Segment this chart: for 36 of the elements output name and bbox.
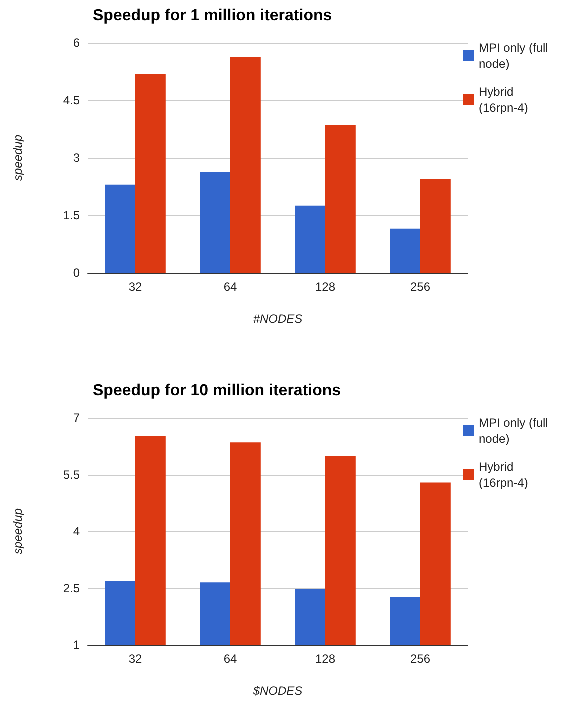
legend-label: MPI only (full node): [479, 41, 552, 71]
legend-label: MPI only (full node): [479, 416, 552, 446]
x-tick-label: 64: [224, 280, 238, 294]
y-tick-label: 1.5: [63, 208, 80, 222]
x-tick-label: 64: [224, 652, 238, 666]
legend-label: Hybrid (16rpn-4): [479, 85, 528, 115]
x-tick-label: 128: [315, 652, 336, 666]
bar: [136, 74, 166, 273]
y-axis-title: speedup: [11, 134, 25, 182]
bar: [105, 184, 136, 273]
bar: [420, 179, 451, 273]
y-tick-label: 5.5: [63, 468, 80, 482]
y-tick-label: 2.5: [63, 581, 80, 596]
bar: [326, 125, 356, 273]
x-tick-label: 32: [128, 280, 142, 294]
x-tick-label: 256: [410, 280, 431, 294]
y-axis-title: speedup: [11, 508, 25, 555]
bar: [295, 206, 326, 273]
bar: [200, 172, 230, 273]
legend-label: Hybrid (16rpn-4): [479, 460, 528, 490]
x-axis-title: #NODES: [253, 312, 303, 326]
y-tick-label: 1: [73, 638, 80, 652]
chart-title: Speedup for 10 million iterations: [93, 382, 342, 400]
y-tick-label: 3: [73, 151, 80, 165]
y-tick-label: 7: [73, 411, 80, 425]
x-tick-label: 32: [128, 652, 142, 666]
y-tick-label: 4.5: [63, 94, 80, 108]
y-tick-label: 4: [73, 524, 80, 538]
x-tick-label: 256: [410, 652, 431, 666]
y-tick-label: 6: [73, 36, 80, 50]
x-tick-label: 128: [315, 280, 336, 294]
y-tick-label: 0: [73, 266, 80, 280]
bar: [230, 57, 261, 273]
bar: [390, 228, 420, 273]
chart-title: Speedup for 1 million iterations: [93, 8, 332, 24]
x-axis-title: $NODES: [252, 684, 303, 698]
